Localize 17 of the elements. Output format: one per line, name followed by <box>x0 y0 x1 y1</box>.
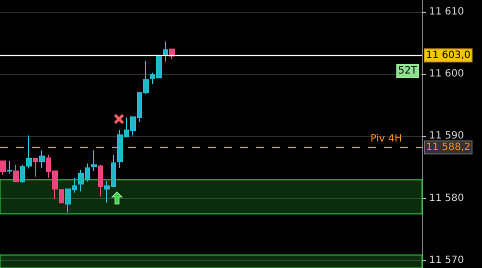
ref-line-label: 11 603,0 <box>426 50 471 61</box>
y-tick-label: 11 570 <box>429 255 464 266</box>
candlestick <box>13 164 19 182</box>
annotation: Piv 4H <box>370 134 402 144</box>
candlestick <box>39 150 45 168</box>
candlestick <box>0 160 6 176</box>
candlestick <box>163 41 168 62</box>
candlestick <box>91 150 97 172</box>
y-tick-label: 11 610 <box>429 6 464 18</box>
y-tick-label: 11 580 <box>429 192 464 204</box>
candlestick <box>7 160 12 174</box>
y-tick-label: 11 600 <box>429 68 464 80</box>
annotation: 52T <box>398 66 418 76</box>
candlestick <box>33 158 38 178</box>
candlestick <box>98 164 103 197</box>
y-tick-label: 11 590 <box>429 130 464 142</box>
ref-line-label: 11 588,2 <box>426 142 471 153</box>
